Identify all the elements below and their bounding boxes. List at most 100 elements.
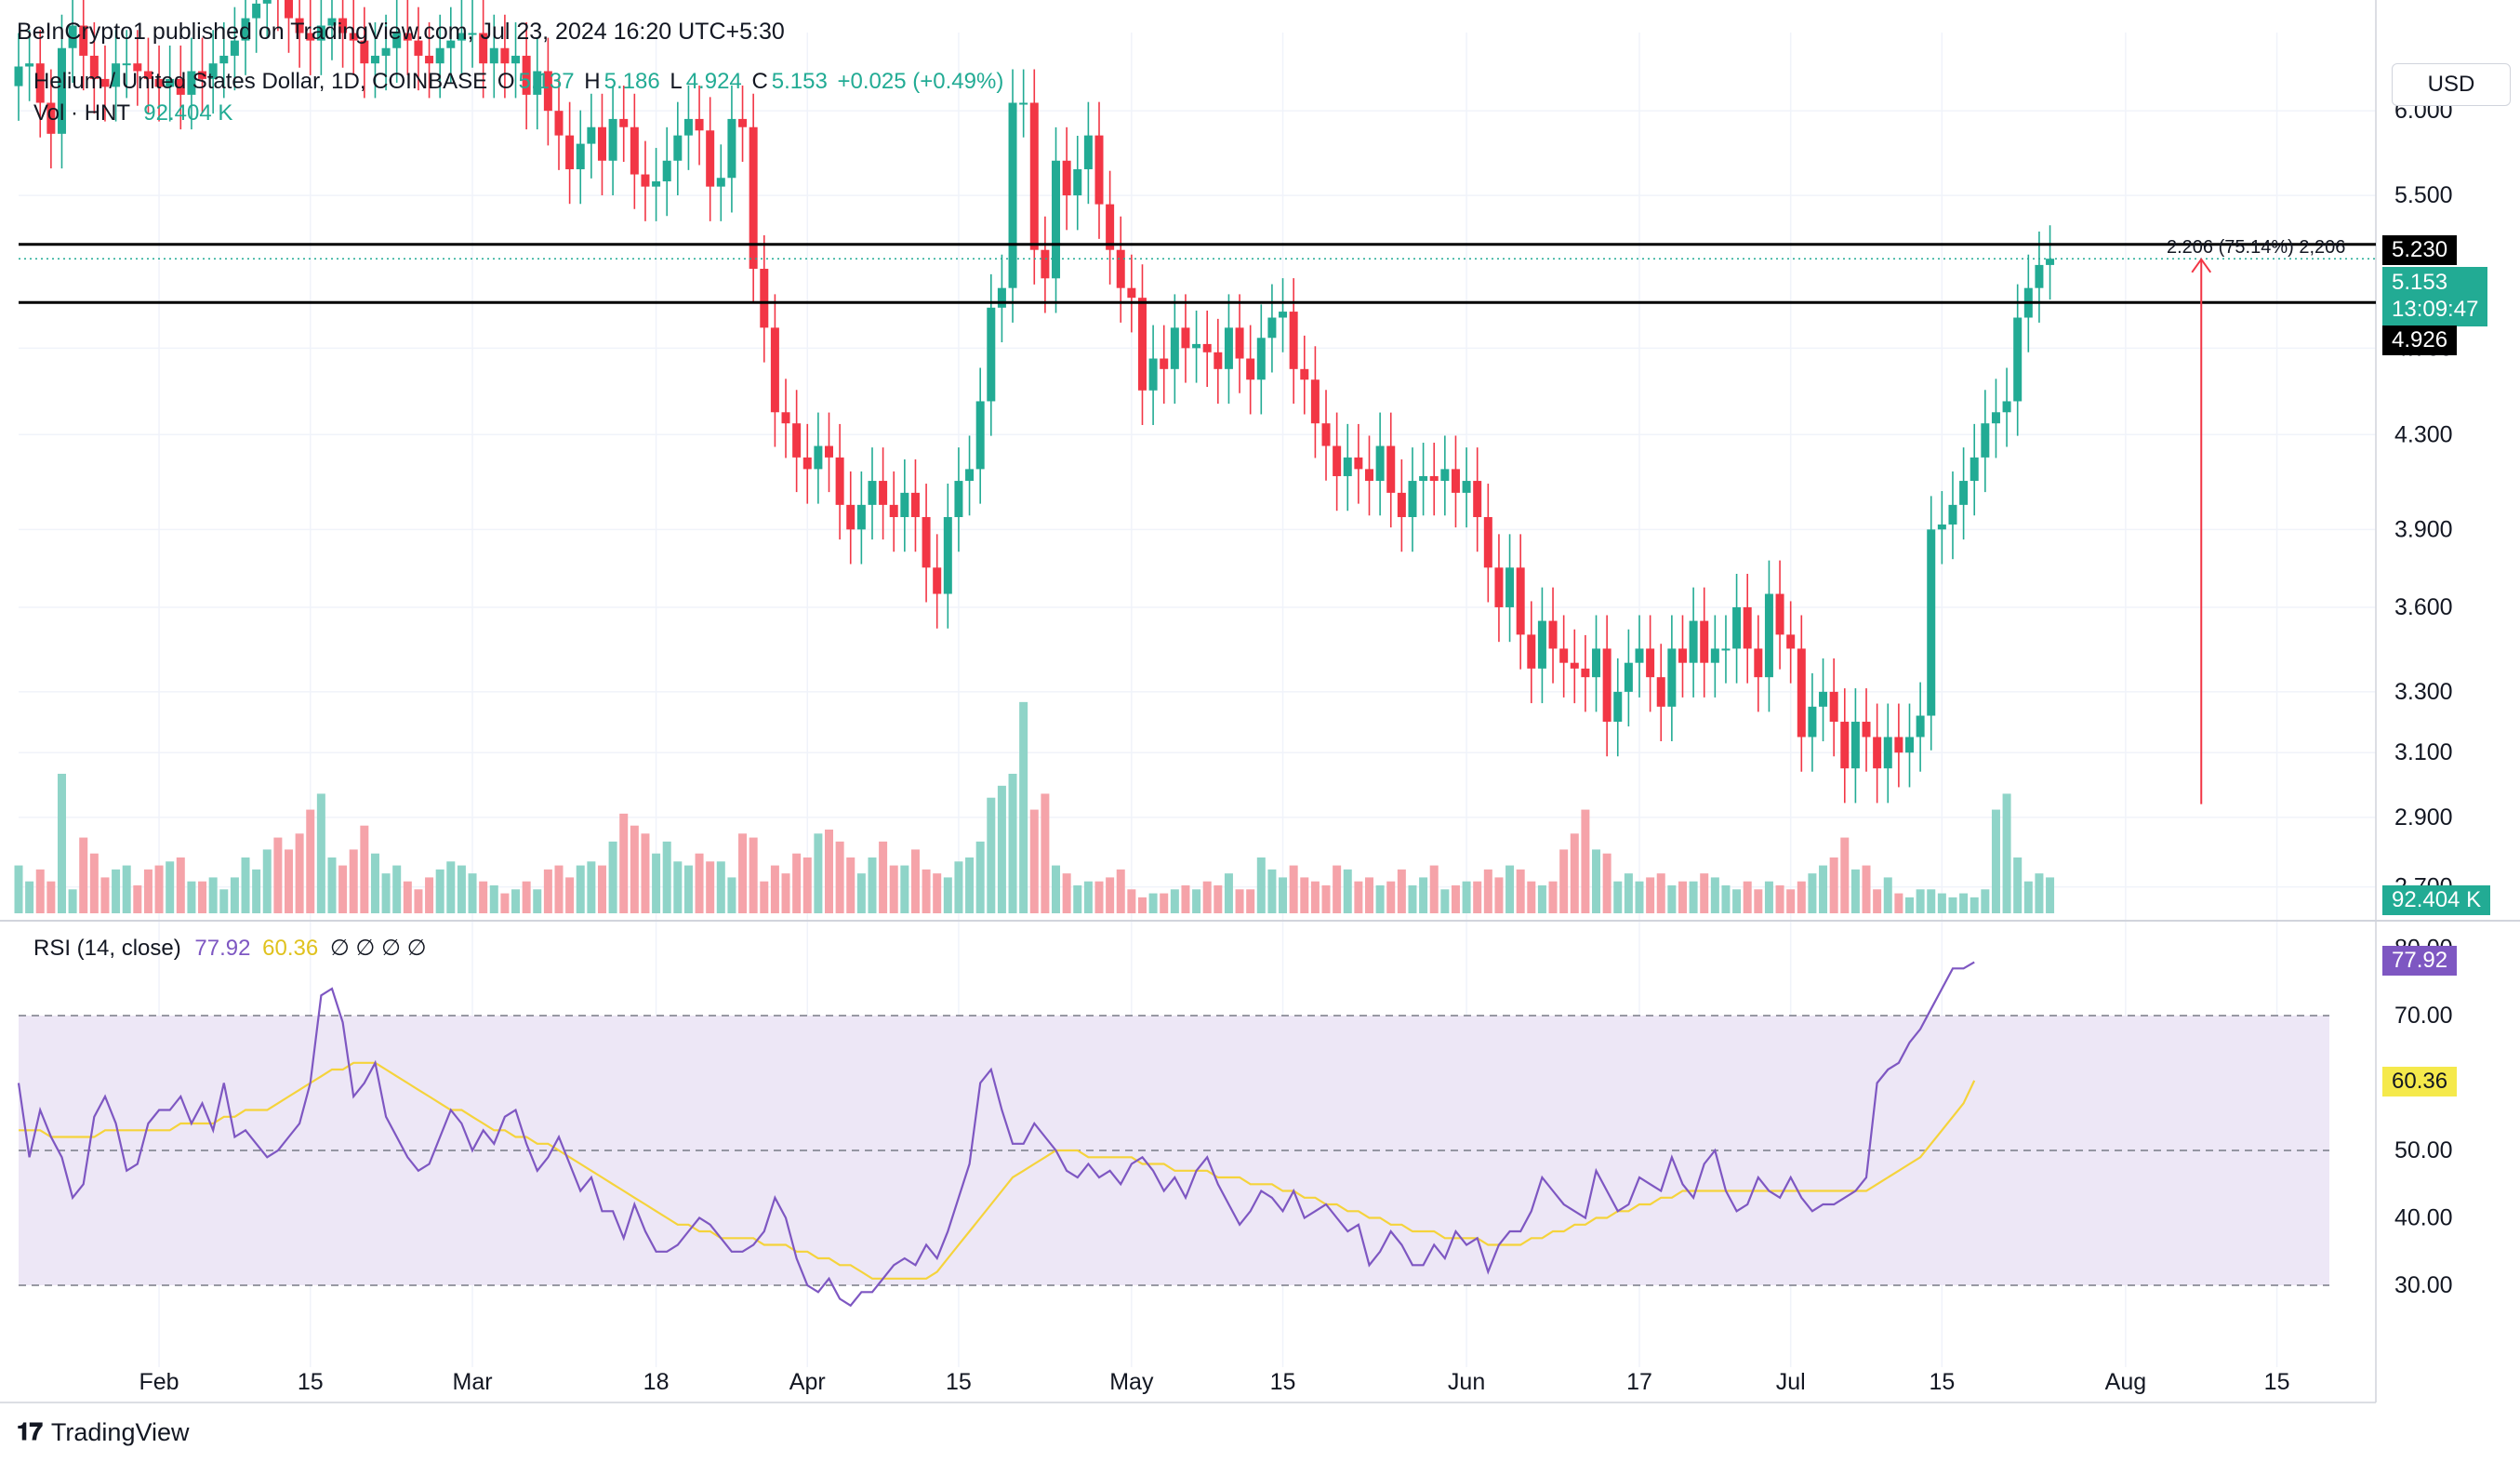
measure-tool[interactable]: [2191, 258, 2212, 804]
volume-bar: [468, 873, 477, 913]
symbol-name[interactable]: Helium / United States Dollar, 1D, COINB…: [33, 69, 488, 94]
candle-body: [1451, 469, 1460, 493]
candle-body: [683, 118, 693, 136]
volume-bar: [1483, 869, 1492, 913]
volume-label[interactable]: Vol · HNT: [33, 100, 130, 126]
candle-body: [262, 0, 272, 4]
volume-value: 92.404 K: [143, 100, 233, 126]
rsi-ma-legend-value: 60.36: [262, 936, 319, 961]
volume-bar: [1829, 857, 1838, 913]
candle-body: [360, 40, 369, 64]
candle-body: [900, 492, 909, 518]
candle-body: [587, 126, 596, 144]
rsi-tick-label: 30.00: [2394, 1272, 2453, 1298]
volume-bar: [479, 881, 488, 913]
candle-body: [2013, 317, 2023, 402]
volume-bar: [1927, 889, 1936, 913]
candle-body: [1462, 481, 1471, 493]
candle-body: [1052, 160, 1061, 279]
change-value: +0.025 (+0.49%): [837, 69, 1004, 94]
volume-bar: [889, 865, 898, 913]
candle-body: [122, 63, 131, 66]
price-tick-label: 3.600: [2394, 594, 2453, 620]
candle-body: [187, 71, 196, 95]
candle-body: [1937, 524, 1946, 530]
volume-bar: [1127, 889, 1136, 913]
volume-bar: [435, 869, 444, 913]
candle-body: [943, 517, 952, 594]
candle-body: [241, 18, 250, 41]
volume-bar: [630, 825, 639, 913]
publish-info: BeInCrypto1 published on TradingView.com…: [17, 19, 785, 45]
candle-body: [1829, 691, 1838, 723]
candlesticks[interactable]: [14, 0, 2055, 804]
currency-button[interactable]: USD: [2392, 63, 2511, 106]
volume-bar: [1279, 877, 1288, 913]
candle-body: [727, 118, 736, 179]
candle-body: [1246, 358, 1255, 380]
candle-body: [1073, 168, 1082, 196]
candle-body: [46, 102, 56, 134]
volume-bar: [219, 889, 229, 913]
candle-body: [403, 33, 412, 41]
volume-bar: [1905, 897, 1914, 913]
volume-bar: [1246, 889, 1255, 913]
candle-body: [1592, 648, 1601, 678]
volume-bar: [533, 889, 542, 913]
candle-body: [1516, 567, 1525, 635]
volume-bar: [1916, 889, 1925, 913]
volume-bar: [673, 861, 683, 913]
footer-brand[interactable]: 𝟏𝟕 TradingView: [17, 1417, 190, 1447]
volume-bar: [695, 853, 704, 913]
candle-body: [868, 481, 877, 505]
low-label: L: [670, 69, 683, 94]
volume-bar: [1570, 833, 1579, 913]
volume-bar: [608, 841, 617, 913]
volume-bar: [230, 877, 239, 913]
candle-body: [1160, 358, 1169, 369]
candle-body: [285, 0, 293, 19]
time-tick-label: 15: [298, 1369, 324, 1395]
volume-bar: [565, 877, 575, 913]
candle-body: [608, 118, 617, 161]
volume-bar: [414, 889, 423, 913]
volume-bar: [597, 865, 606, 913]
volume-bar: [1527, 881, 1536, 913]
volume-bar: [1148, 893, 1158, 913]
time-tick-label: Jul: [1776, 1369, 1806, 1395]
candle-body: [1559, 648, 1569, 663]
volume-bar: [997, 785, 1006, 913]
candle-body: [1602, 648, 1611, 723]
candle-body: [889, 504, 898, 518]
volume-bar: [1808, 873, 1817, 913]
candle-body: [208, 63, 218, 79]
close-value: 5.153: [771, 69, 828, 94]
candle-body: [1202, 343, 1212, 352]
candle-body: [1991, 412, 2000, 424]
high-value: 5.186: [603, 69, 660, 94]
horizontal-levels[interactable]: [19, 243, 2376, 304]
candle-body: [856, 504, 866, 530]
candle-body: [933, 567, 942, 594]
candle-body: [1256, 338, 1266, 380]
rsi-title[interactable]: RSI (14, close): [33, 936, 181, 961]
volume-bar: [1581, 809, 1590, 913]
volume-bar: [1732, 889, 1742, 913]
candle-body: [1862, 722, 1871, 738]
candle-body: [1375, 445, 1385, 482]
candle-body: [252, 3, 261, 19]
volume-bar: [641, 833, 650, 913]
volume-bar: [425, 877, 434, 913]
volume-bar: [1689, 881, 1698, 913]
candle-body: [1041, 249, 1050, 279]
candle-body: [1700, 620, 1709, 663]
volume-bar: [381, 873, 391, 913]
candle-body: [802, 457, 812, 470]
volume-bar: [1094, 881, 1104, 913]
candle-body: [1613, 691, 1623, 723]
candle-body: [1764, 593, 1773, 678]
volume-bar: [1754, 889, 1763, 913]
tradingview-logo-icon: 𝟏𝟕: [17, 1417, 43, 1445]
candle-body: [100, 78, 110, 87]
volume-bar: [1981, 889, 1990, 913]
